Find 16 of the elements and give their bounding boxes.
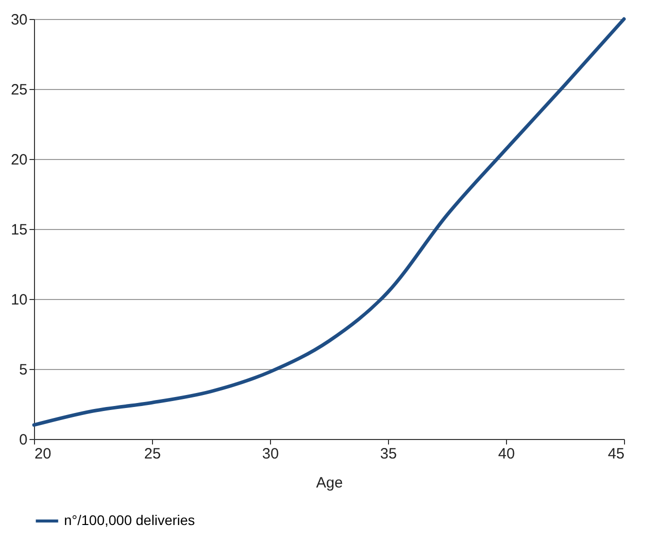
x-tick-label: 35 (380, 446, 397, 462)
y-tick-label: 25 (10, 82, 28, 98)
y-tick-label: 30 (10, 12, 28, 28)
x-tick-label: 25 (144, 446, 161, 462)
x-axis-title: Age (316, 474, 343, 492)
y-tick-label: 20 (10, 152, 28, 168)
legend-label: n°/100,000 deliveries (64, 512, 195, 528)
y-tick-label: 5 (19, 362, 28, 378)
y-tick-label: 0 (19, 432, 28, 448)
y-tick-label: 10 (10, 292, 28, 308)
x-tick-label: 20 (34, 446, 52, 462)
x-tick-label: 30 (262, 446, 279, 462)
x-tick-label: 40 (498, 446, 515, 462)
x-tick-label: 45 (608, 446, 624, 462)
line-series (32, 17, 626, 427)
y-tick-label: 15 (10, 222, 28, 238)
